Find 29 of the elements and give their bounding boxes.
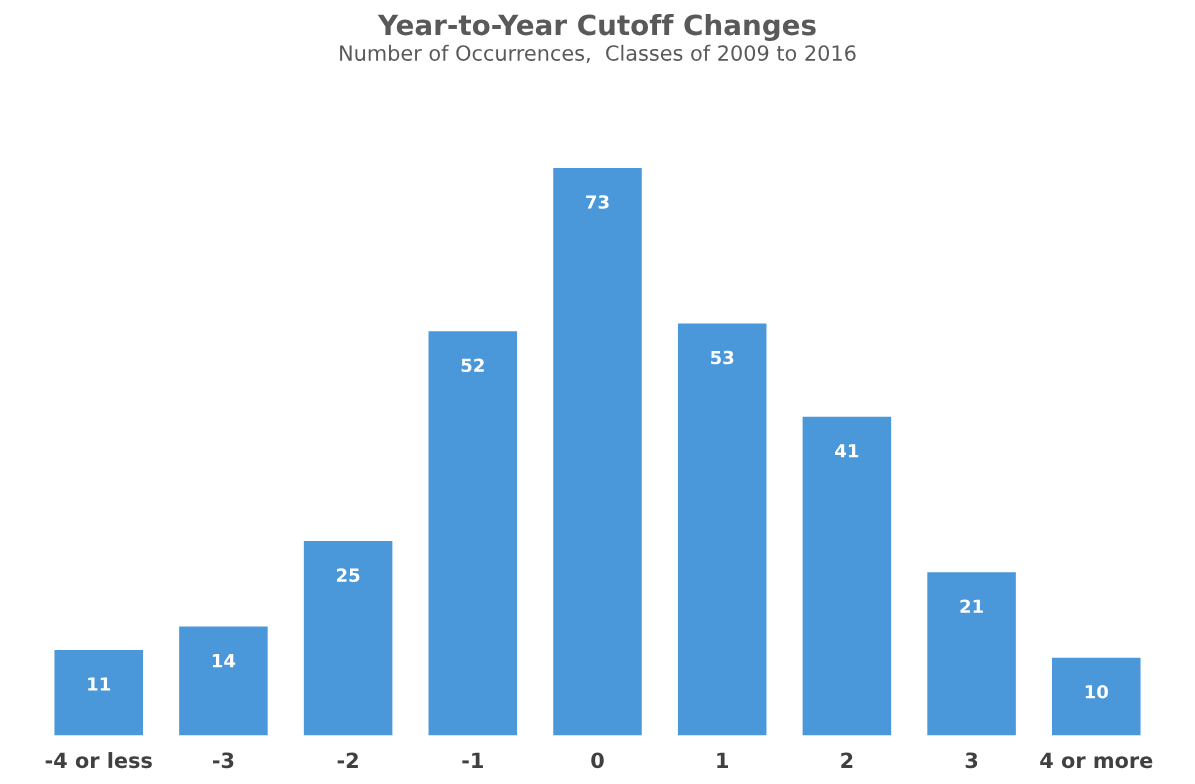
bar xyxy=(1052,657,1141,736)
x-tick-label: 2 xyxy=(841,752,853,768)
data-label: 41 xyxy=(835,444,859,458)
data-label: 52 xyxy=(461,358,484,373)
bar xyxy=(303,541,393,736)
x-tick-label: -3 xyxy=(212,752,234,769)
bar xyxy=(802,416,892,736)
data-label: 11 xyxy=(88,677,111,691)
bar xyxy=(553,167,642,736)
x-tick-label: 4 or more xyxy=(1040,752,1153,769)
bar xyxy=(54,649,143,736)
x-tick-label: 0 xyxy=(591,752,604,769)
data-label: 14 xyxy=(212,654,236,668)
x-tick-label: -2 xyxy=(337,752,358,768)
data-label: 73 xyxy=(586,195,609,209)
data-label: 21 xyxy=(960,599,983,613)
x-tick-label: -1 xyxy=(462,752,483,768)
bar xyxy=(677,323,767,736)
data-label: 25 xyxy=(336,568,360,582)
bar xyxy=(179,626,268,736)
x-tick-label: 1 xyxy=(717,752,729,768)
data-label: 53 xyxy=(711,350,734,365)
x-tick-label: -4 or less xyxy=(45,752,152,769)
x-tick-label: 3 xyxy=(965,752,978,769)
chart-title: Year-to-Year Cutoff Changes xyxy=(377,13,816,41)
data-label: 10 xyxy=(1085,684,1108,699)
bar xyxy=(927,572,1016,736)
bar xyxy=(428,331,518,736)
chart-subtitle: Number of Occurrences, Classes of 2009 to 2016 xyxy=(340,44,856,64)
